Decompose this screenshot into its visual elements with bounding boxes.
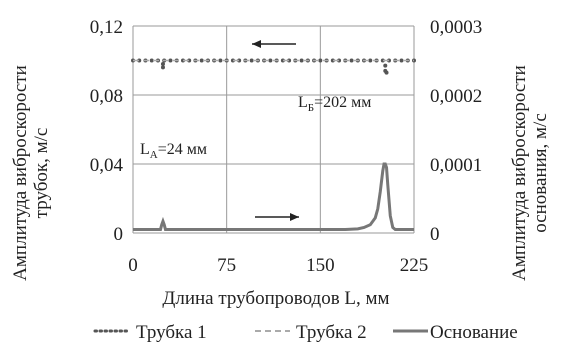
series-point — [368, 58, 373, 63]
y-right-title-line2: основания, м/с — [530, 113, 551, 233]
series-point — [199, 58, 204, 63]
series-point — [168, 58, 173, 63]
series-point — [280, 58, 285, 63]
annotation-la: LA=24 мм — [140, 141, 207, 161]
series-layer — [131, 58, 416, 232]
series-point — [318, 58, 323, 63]
series-point — [230, 58, 235, 63]
arrow-right-icon — [255, 213, 299, 221]
y-left-tick-label: 0 — [114, 224, 124, 245]
series-point — [380, 58, 385, 63]
y-right-tick-label: 0,0001 — [430, 155, 482, 176]
x-axis-title: Длина трубопроводов L, мм — [162, 288, 389, 309]
series-point — [180, 58, 185, 63]
x-tick-label: 225 — [400, 255, 429, 276]
series-point — [137, 58, 142, 63]
series-point — [287, 58, 292, 63]
series-point — [387, 58, 392, 63]
x-tick-label: 75 — [217, 255, 236, 276]
series-point — [187, 58, 192, 63]
series-point — [383, 63, 388, 68]
y-right-title-line1: Амплитуда виброскорости — [509, 65, 530, 281]
legend-label-tube2: Трубка 2 — [296, 322, 367, 343]
series-point — [384, 70, 389, 75]
y-right-tick-label: 0,0002 — [430, 86, 482, 107]
legend: Трубка 1 Трубка 2 Основание — [93, 322, 518, 343]
series-point — [249, 58, 254, 63]
series-point — [237, 58, 242, 63]
y-left-title-line2: трубок, м/с — [31, 128, 52, 219]
y-left-tick-label: 0,12 — [90, 17, 123, 38]
x-tick-label: 150 — [306, 255, 335, 276]
series-point — [337, 58, 342, 63]
y-left-tick-label: 0,04 — [90, 155, 124, 176]
series-point — [330, 58, 335, 63]
series-point — [399, 58, 404, 63]
arrow-left-icon — [252, 40, 296, 48]
series-point — [160, 65, 165, 70]
y-right-tick-label: 0 — [430, 224, 440, 245]
series-point — [299, 58, 304, 63]
y-right-tick-label: 0,0003 — [430, 17, 482, 38]
legend-label-base: Основание — [430, 322, 518, 343]
series-point — [149, 58, 154, 63]
series-point — [268, 58, 273, 63]
y-left-title-line1: Амплитуда виброскорости — [10, 65, 31, 281]
grid — [132, 25, 415, 234]
series-point — [349, 58, 354, 63]
y-left-tick-label: 0,08 — [90, 86, 123, 107]
series-point — [218, 58, 223, 63]
x-tick-label: 0 — [128, 255, 138, 276]
annotation-lb: LБ=202 мм — [298, 94, 371, 114]
series-line-3 — [133, 162, 414, 232]
legend-label-tube1: Трубка 1 — [136, 322, 207, 343]
series-point — [160, 61, 165, 66]
